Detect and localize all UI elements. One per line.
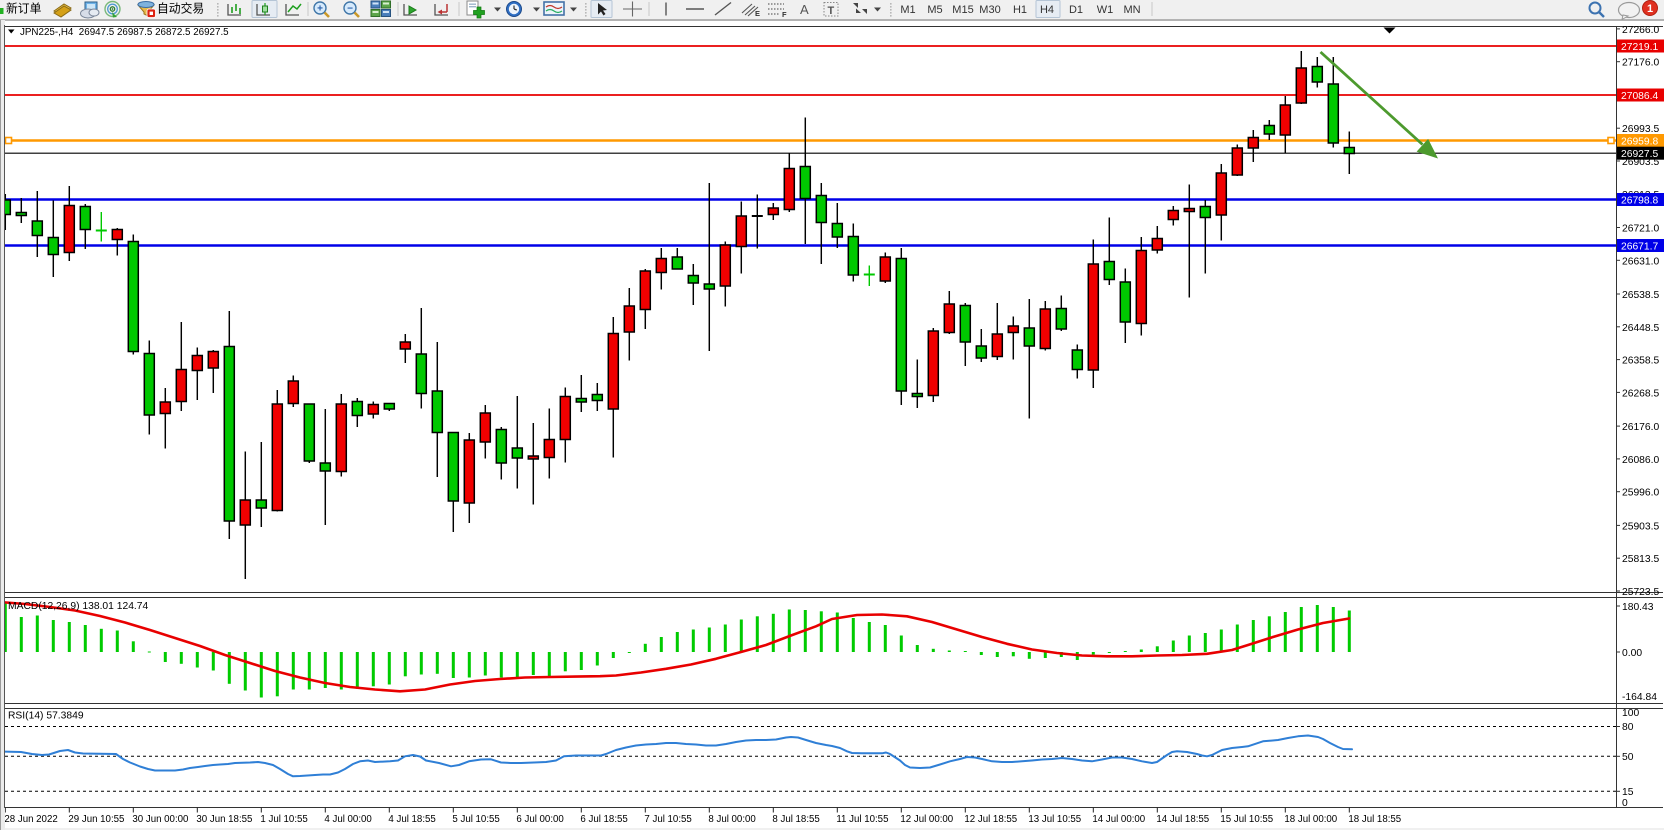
svg-text:26448.5: 26448.5 xyxy=(1622,323,1659,334)
svg-text:H1: H1 xyxy=(1013,4,1027,16)
svg-text:28 Jun 2022: 28 Jun 2022 xyxy=(4,814,57,825)
svg-text:1: 1 xyxy=(1647,3,1653,15)
svg-text:25903.5: 25903.5 xyxy=(1622,521,1659,532)
svg-text:12 Jul 18:55: 12 Jul 18:55 xyxy=(964,814,1017,825)
svg-text:6 Jul 00:00: 6 Jul 00:00 xyxy=(516,814,564,825)
svg-text:18 Jul 18:55: 18 Jul 18:55 xyxy=(1348,814,1401,825)
svg-text:8 Jul 00:00: 8 Jul 00:00 xyxy=(708,814,756,825)
svg-text:D1: D1 xyxy=(1069,4,1083,16)
svg-text:RSI(14) 57.3849: RSI(14) 57.3849 xyxy=(8,711,84,722)
svg-text:-164.84: -164.84 xyxy=(1622,692,1657,703)
svg-text:30 Jun 00:00: 30 Jun 00:00 xyxy=(132,814,189,825)
svg-text:M1: M1 xyxy=(900,4,915,16)
svg-text:100: 100 xyxy=(1622,708,1639,719)
svg-text:27086.4: 27086.4 xyxy=(1621,91,1658,102)
svg-text:14 Jul 00:00: 14 Jul 00:00 xyxy=(1092,814,1145,825)
svg-text:26086.0: 26086.0 xyxy=(1622,455,1659,466)
svg-text:T: T xyxy=(828,5,835,17)
svg-text:25813.5: 25813.5 xyxy=(1622,554,1659,565)
svg-text:180.43: 180.43 xyxy=(1622,602,1654,613)
svg-text:26538.5: 26538.5 xyxy=(1622,290,1659,301)
svg-text:M5: M5 xyxy=(927,4,942,16)
svg-text:W1: W1 xyxy=(1097,4,1114,16)
svg-text:0.00: 0.00 xyxy=(1622,648,1642,659)
svg-text:5 Jul 10:55: 5 Jul 10:55 xyxy=(452,814,499,825)
svg-text:30 Jun 18:55: 30 Jun 18:55 xyxy=(196,814,252,825)
svg-text:E: E xyxy=(755,9,760,18)
svg-text:4 Jul 18:55: 4 Jul 18:55 xyxy=(388,814,435,825)
svg-text:26798.8: 26798.8 xyxy=(1621,196,1658,207)
svg-text:4 Jul 00:00: 4 Jul 00:00 xyxy=(324,814,372,825)
svg-text:26631.0: 26631.0 xyxy=(1622,256,1659,267)
svg-text:26927.5: 26927.5 xyxy=(1621,149,1658,160)
svg-text:50: 50 xyxy=(1622,752,1634,763)
svg-text:+: + xyxy=(317,4,323,15)
svg-text:15 Jul 10:55: 15 Jul 10:55 xyxy=(1220,814,1273,825)
svg-text:18 Jul 00:00: 18 Jul 00:00 xyxy=(1284,814,1337,825)
svg-text:26671.7: 26671.7 xyxy=(1621,242,1658,253)
svg-text:8 Jul 18:55: 8 Jul 18:55 xyxy=(772,814,819,825)
svg-text:27219.1: 27219.1 xyxy=(1621,42,1658,53)
svg-text:26721.0: 26721.0 xyxy=(1622,224,1659,235)
svg-text:29 Jun 10:55: 29 Jun 10:55 xyxy=(68,814,124,825)
svg-text:F: F xyxy=(782,10,787,19)
svg-text:MN: MN xyxy=(1123,4,1140,16)
svg-text:−: − xyxy=(347,4,353,15)
svg-text:11 Jul 10:55: 11 Jul 10:55 xyxy=(836,814,888,825)
svg-text:27176.0: 27176.0 xyxy=(1622,58,1659,69)
svg-text:0: 0 xyxy=(1622,798,1628,809)
svg-text:80: 80 xyxy=(1622,722,1634,733)
svg-text:M30: M30 xyxy=(979,4,1000,16)
svg-text:27266.0: 27266.0 xyxy=(1622,25,1659,36)
svg-text:MACD(12,26,9) 138.01 124.74: MACD(12,26,9) 138.01 124.74 xyxy=(8,601,149,612)
svg-text:M15: M15 xyxy=(952,4,973,16)
svg-text:新订单: 新订单 xyxy=(6,1,42,15)
svg-text:JPN225-,H4 26947.5 26987.5 26: JPN225-,H4 26947.5 26987.5 26872.5 26927… xyxy=(20,27,229,38)
svg-text:H4: H4 xyxy=(1040,4,1054,16)
svg-text:12 Jul 00:00: 12 Jul 00:00 xyxy=(900,814,953,825)
svg-text:26268.5: 26268.5 xyxy=(1622,388,1659,399)
svg-text:15: 15 xyxy=(1622,787,1634,798)
svg-text:自动交易: 自动交易 xyxy=(157,1,204,15)
svg-text:25723.5: 25723.5 xyxy=(1622,587,1659,598)
svg-text:A: A xyxy=(800,2,809,17)
svg-text:1 Jul 10:55: 1 Jul 10:55 xyxy=(260,814,307,825)
svg-text:7 Jul 10:55: 7 Jul 10:55 xyxy=(644,814,691,825)
svg-text:6 Jul 18:55: 6 Jul 18:55 xyxy=(580,814,627,825)
svg-text:26993.5: 26993.5 xyxy=(1622,124,1659,135)
svg-text:13 Jul 10:55: 13 Jul 10:55 xyxy=(1028,814,1081,825)
svg-text:25996.0: 25996.0 xyxy=(1622,488,1659,499)
svg-text:14 Jul 18:55: 14 Jul 18:55 xyxy=(1156,814,1209,825)
svg-text:26903.5: 26903.5 xyxy=(1622,157,1659,168)
svg-text:26358.5: 26358.5 xyxy=(1622,356,1659,367)
svg-text:26959.8: 26959.8 xyxy=(1621,137,1658,148)
svg-text:26176.0: 26176.0 xyxy=(1622,422,1659,433)
